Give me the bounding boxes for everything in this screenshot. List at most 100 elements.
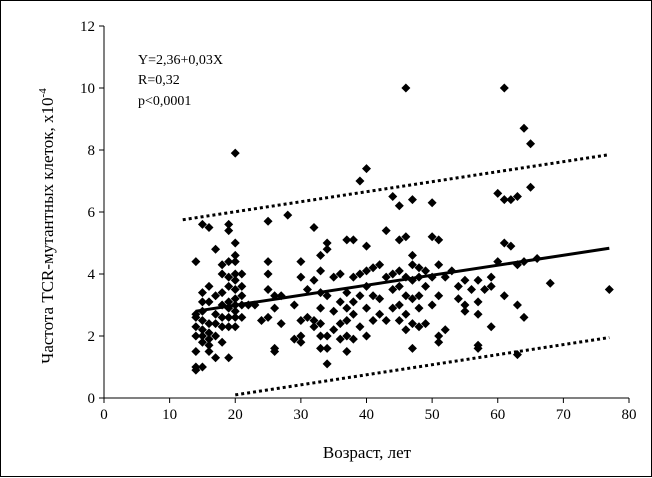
data-point bbox=[512, 192, 522, 201]
x-axis-ticks: 0 10 20 30 40 50 60 70 80 bbox=[100, 398, 637, 423]
data-point bbox=[211, 353, 221, 363]
data-point bbox=[217, 288, 227, 298]
data-point bbox=[217, 269, 227, 279]
x-tick-label: 60 bbox=[490, 407, 505, 423]
data-point bbox=[197, 325, 207, 335]
data-point bbox=[414, 263, 424, 273]
data-point bbox=[381, 226, 391, 236]
data-point bbox=[486, 272, 496, 282]
data-point bbox=[335, 297, 345, 307]
data-point bbox=[316, 331, 326, 341]
data-point bbox=[230, 238, 240, 248]
data-point bbox=[224, 257, 234, 267]
data-point bbox=[309, 322, 319, 332]
x-axis-title: Возраст, лет bbox=[323, 443, 412, 462]
data-point bbox=[335, 334, 345, 344]
data-point bbox=[230, 306, 240, 316]
data-point bbox=[388, 303, 398, 313]
data-point bbox=[407, 343, 417, 353]
data-point bbox=[355, 176, 365, 186]
data-point bbox=[211, 319, 221, 329]
data-point bbox=[237, 291, 247, 301]
data-point bbox=[322, 244, 332, 254]
data-point bbox=[368, 316, 378, 325]
data-point bbox=[526, 182, 536, 192]
data-point bbox=[348, 334, 358, 344]
data-point bbox=[499, 195, 509, 205]
data-point bbox=[322, 291, 332, 301]
data-point bbox=[434, 337, 444, 347]
data-point bbox=[197, 316, 207, 325]
data-point bbox=[197, 219, 207, 229]
data-point bbox=[375, 309, 385, 319]
data-point bbox=[407, 319, 417, 329]
data-point bbox=[263, 216, 273, 226]
data-point bbox=[230, 285, 240, 294]
data-point bbox=[224, 281, 234, 291]
data-point bbox=[401, 325, 411, 335]
data-point bbox=[204, 223, 214, 232]
y-axis-title-main: Частота TCR-мутантных клеток, х10 bbox=[38, 97, 57, 363]
data-point bbox=[237, 269, 247, 279]
data-point bbox=[329, 325, 339, 335]
data-point bbox=[211, 331, 221, 341]
data-point bbox=[401, 83, 411, 93]
data-point bbox=[519, 312, 529, 322]
data-point bbox=[211, 244, 221, 254]
data-point bbox=[434, 331, 444, 341]
data-point bbox=[512, 300, 522, 310]
data-point bbox=[545, 278, 555, 288]
data-point bbox=[335, 319, 345, 329]
data-point bbox=[486, 322, 496, 332]
data-point bbox=[434, 235, 444, 245]
data-point bbox=[362, 241, 371, 251]
data-point bbox=[375, 294, 385, 304]
data-point bbox=[499, 291, 509, 301]
data-point bbox=[263, 285, 273, 294]
data-point bbox=[421, 281, 431, 291]
data-point bbox=[296, 272, 306, 282]
y-tick-label: 8 bbox=[88, 143, 96, 159]
data-point bbox=[309, 316, 319, 325]
data-point bbox=[316, 250, 326, 260]
data-point bbox=[191, 347, 201, 356]
x-tick-label: 10 bbox=[162, 407, 177, 423]
data-point bbox=[217, 260, 227, 270]
data-point bbox=[342, 235, 352, 245]
p-annotation: p<0,0001 bbox=[138, 94, 191, 109]
data-point bbox=[191, 362, 201, 372]
data-point bbox=[427, 198, 437, 208]
data-point bbox=[460, 306, 470, 316]
data-point bbox=[506, 195, 516, 205]
data-point bbox=[230, 257, 240, 267]
data-point bbox=[263, 269, 273, 279]
data-point bbox=[230, 269, 240, 279]
data-point bbox=[388, 285, 398, 294]
data-point bbox=[296, 316, 306, 325]
data-point bbox=[197, 297, 207, 307]
data-point bbox=[204, 297, 214, 307]
data-point bbox=[394, 300, 404, 310]
data-point bbox=[342, 331, 352, 341]
data-point bbox=[309, 275, 319, 285]
data-point bbox=[204, 328, 214, 338]
data-point bbox=[394, 235, 404, 245]
y-axis-title-exponent: -4 bbox=[37, 88, 49, 98]
data-point bbox=[355, 291, 365, 301]
data-point bbox=[322, 238, 332, 248]
data-point bbox=[237, 281, 247, 291]
y-tick-label: 6 bbox=[88, 205, 96, 221]
data-point bbox=[230, 322, 240, 332]
data-point bbox=[197, 288, 207, 298]
data-point bbox=[342, 288, 352, 298]
x-tick-label: 40 bbox=[359, 407, 374, 423]
y-tick-label: 4 bbox=[88, 267, 96, 283]
data-point bbox=[316, 343, 326, 353]
data-point bbox=[407, 250, 417, 260]
data-point bbox=[368, 263, 378, 273]
data-point bbox=[322, 359, 332, 369]
data-point bbox=[342, 303, 352, 313]
y-tick-label: 12 bbox=[80, 19, 95, 35]
data-point bbox=[604, 285, 614, 294]
